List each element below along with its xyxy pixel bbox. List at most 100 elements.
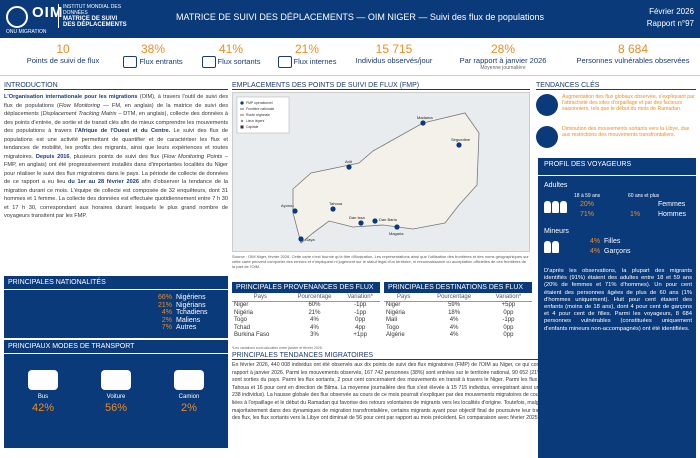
map-label: Madama xyxy=(417,115,433,120)
table-row: Nigéria 21% -1pp xyxy=(234,309,367,316)
kpi-sub: Moyenne journalière xyxy=(480,65,526,71)
bus-icon xyxy=(28,370,58,390)
table-title: PRINCIPALES DESTINATIONS DES FLUX xyxy=(384,282,532,293)
table-row: Mali 4% -1pp xyxy=(386,317,515,323)
destination-table: PRINCIPALES DESTINATIONS DES FLUX Pays Po… xyxy=(384,282,532,340)
traveller-profile-panel: PROFIL DES VOYAGEURS Adultes 18 à 59 ans… xyxy=(538,158,696,458)
key-trends-section: TENDANCES CLÉS Augmentation des flux glo… xyxy=(536,82,696,158)
girls-row: 4% Filles xyxy=(590,238,621,245)
nationality-row: 7% Autres xyxy=(161,324,197,331)
trend-down-icon xyxy=(536,126,558,148)
kpi-value: 10 xyxy=(56,42,70,56)
legend-item: Capitale xyxy=(246,125,259,129)
logo-subtitle: ONU MIGRATION xyxy=(6,29,47,35)
fmp-marker xyxy=(372,218,378,224)
map-legend xyxy=(236,96,290,134)
kpi-strip: 10 Points de suivi de flux 38% Flux entr… xyxy=(0,40,700,76)
provenance-table: PRINCIPALES PROVENANCES DES FLUX Pays Pou… xyxy=(232,282,380,340)
transport-truck: Camion 2% xyxy=(154,370,224,414)
transport-label: Camion xyxy=(178,394,200,400)
map-label: Dan Barto xyxy=(379,217,398,222)
profile-paragraph: D'après les observations, la plupart des… xyxy=(544,268,692,332)
transport-pct: 56% xyxy=(104,402,128,414)
nationality-row: 2% Maliens xyxy=(161,316,201,324)
table-row: Algérie 4% 0pp xyxy=(386,332,514,338)
boys-row: 4% Garçons xyxy=(590,248,631,255)
introduction-section: INTRODUCTION L'Organisation internationa… xyxy=(4,82,228,221)
migration-trends-section: PRINCIPALES TENDANCES MIGRATOIRES En fév… xyxy=(232,352,696,423)
table-row: Togo 4% 0pp xyxy=(234,317,366,323)
legend-item: Lieux légers xyxy=(246,119,265,123)
transport-pct: 2% xyxy=(181,402,197,414)
fmp-marker xyxy=(298,236,304,242)
incoming-icon xyxy=(123,56,138,68)
map-label: Gaya xyxy=(305,237,315,242)
kpi-value: 8 684 xyxy=(617,42,649,56)
fmp-marker xyxy=(330,206,336,212)
section-title: TENDANCES CLÉS xyxy=(536,82,696,90)
car-icon xyxy=(101,370,131,390)
map-label: Séguedine xyxy=(451,137,471,142)
map-disclaimer: Source : OIM Niger, février 2026. Cette … xyxy=(232,254,529,269)
table-title: PRINCIPALES PROVENANCES DES FLUX xyxy=(232,282,380,293)
kpi-value: 15 715 xyxy=(375,42,413,56)
key-trend-item: Diminution des mouvements sortants vers … xyxy=(536,126,696,152)
report-number: Rapport n°97 xyxy=(646,19,694,28)
kpi-internal: 21% Flux internes xyxy=(272,42,342,68)
kpi-value: 21% xyxy=(294,42,320,56)
header-bar: OIM ONU MIGRATION INSTITUT MONDIAL DES D… xyxy=(0,0,700,38)
transport-car: Voiture 56% xyxy=(81,370,151,414)
truck-icon xyxy=(174,370,204,390)
report-meta: Février 2026 Rapport n°97 xyxy=(647,6,694,30)
internal-icon xyxy=(277,56,292,68)
trend-up-icon xyxy=(536,94,558,116)
transport-panel: PRINCIPAUX MODES DE TRANSPORT Bus 42% Vo… xyxy=(4,340,228,448)
age-range: 18 à 59 ans xyxy=(574,193,601,199)
kpi-label: Personnes vulnérables observées xyxy=(576,56,690,65)
kpi-vulnerable: 8 684 Personnes vulnérables observées xyxy=(568,42,698,65)
kpi-outgoing: 41% Flux sortants xyxy=(196,42,266,68)
map-label: Arlit xyxy=(345,159,353,164)
key-trend-item: Augmentation des flux globaux observée, … xyxy=(536,94,696,120)
table-header-row: Pays Pourcentage Variation* xyxy=(232,293,380,302)
kpi-trend: 28% Par rapport à janvier 2026 Moyenne j… xyxy=(448,42,558,71)
legend-item: Frontière nationale xyxy=(246,107,274,111)
adults-icon xyxy=(544,200,568,218)
kpi-label: Flux sortants xyxy=(217,56,261,66)
report-title: MATRICE DE SUIVI DES DÉPLACEMENTS — OIM … xyxy=(176,12,544,22)
section-title: PRINCIPALES TENDANCES MIGRATOIRES xyxy=(232,352,696,360)
legend-item: FMP opérationnel xyxy=(246,101,273,105)
kpi-daily: 15 715 Individus observés/jour xyxy=(346,42,442,65)
section-title: PRINCIPALES NATIONALITÉS xyxy=(4,276,228,290)
table-row: Togo 4% 0pp xyxy=(386,324,514,331)
transport-label: Bus xyxy=(37,394,49,400)
globe-icon xyxy=(6,6,28,28)
nationality-row: 4% Tchadiens xyxy=(161,309,208,316)
table-row: Niger 60% -1pp xyxy=(234,302,367,308)
kpi-label: Par rapport à janvier 2026 xyxy=(459,56,547,65)
section-title: PRINCIPAUX MODES DE TRANSPORT xyxy=(4,340,228,354)
fmp-marker xyxy=(346,164,352,170)
logo-text: OIM xyxy=(32,4,64,21)
map-label: Dan Issa xyxy=(349,215,366,220)
section-title: INTRODUCTION xyxy=(4,82,228,90)
legend-item: Route régionale xyxy=(246,113,270,117)
minors-icon xyxy=(544,240,560,258)
table-header-row: Pays Pourcentage Variation* xyxy=(384,293,532,302)
women-row: 20% xyxy=(580,201,595,208)
map-section: EMPLACEMENTS DES POINTS DE SUIVI DE FLUX… xyxy=(232,82,530,277)
kpi-label: Individus observés/jour xyxy=(355,56,433,65)
fmp-marker xyxy=(292,208,298,214)
fmp-marker xyxy=(358,220,364,226)
fmp-marker xyxy=(394,224,400,230)
nationality-row: 66% Nigériens xyxy=(157,294,206,301)
men-label: Hommes xyxy=(658,211,687,218)
men-row: 71% xyxy=(580,211,595,218)
table-row: Tchad 4% 4pp xyxy=(234,324,366,331)
report-date: Février 2026 xyxy=(649,7,694,16)
nationalities-panel: PRINCIPALES NATIONALITÉS 66% Nigériens 21… xyxy=(4,276,228,338)
nationality-row: 21% Nigérians xyxy=(157,301,206,309)
outgoing-icon xyxy=(201,56,216,68)
transport-pct: 42% xyxy=(31,402,55,414)
transport-label: Voiture xyxy=(106,394,126,400)
